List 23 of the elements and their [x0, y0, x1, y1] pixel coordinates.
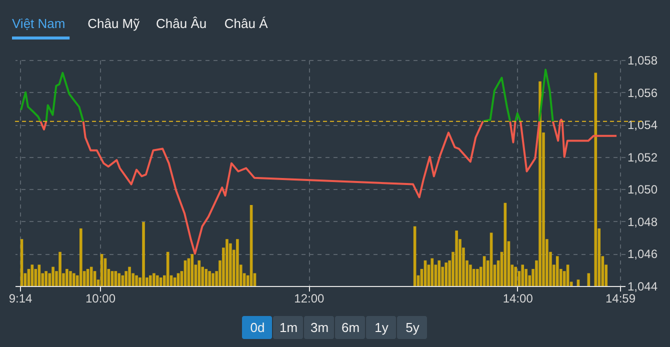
y-tick-label: 1,048 [628, 214, 658, 229]
y-tick-label: 1,046 [628, 247, 658, 262]
text: 1y [374, 320, 389, 335]
y-tick-label: 1,056 [628, 86, 658, 100]
x-tick-label: 14:59 [605, 292, 636, 306]
y-tick-label: 1,044 [628, 280, 658, 294]
y-tick-label: 1,058 [628, 54, 658, 68]
x-tick-label: 12:00 [294, 292, 325, 306]
text: Châu Á [224, 16, 268, 31]
text: Châu Mỹ [88, 16, 140, 31]
y-tick-label: 1,054 [628, 118, 658, 132]
text: Việt Nam [12, 16, 66, 31]
x-tick-label: 10:00 [85, 292, 116, 306]
text: 0d [250, 320, 265, 335]
x-tick-label: 14:00 [502, 292, 534, 306]
y-tick-label: 1,052 [628, 150, 658, 164]
text: 5y [406, 320, 420, 335]
text: 6m [341, 320, 360, 335]
text: Châu Âu [156, 16, 207, 31]
text: 3m [310, 320, 329, 335]
x-tick-label: 9:14 [8, 292, 32, 306]
y-tick-label: 1,050 [628, 182, 658, 197]
text: 1m [279, 320, 298, 335]
